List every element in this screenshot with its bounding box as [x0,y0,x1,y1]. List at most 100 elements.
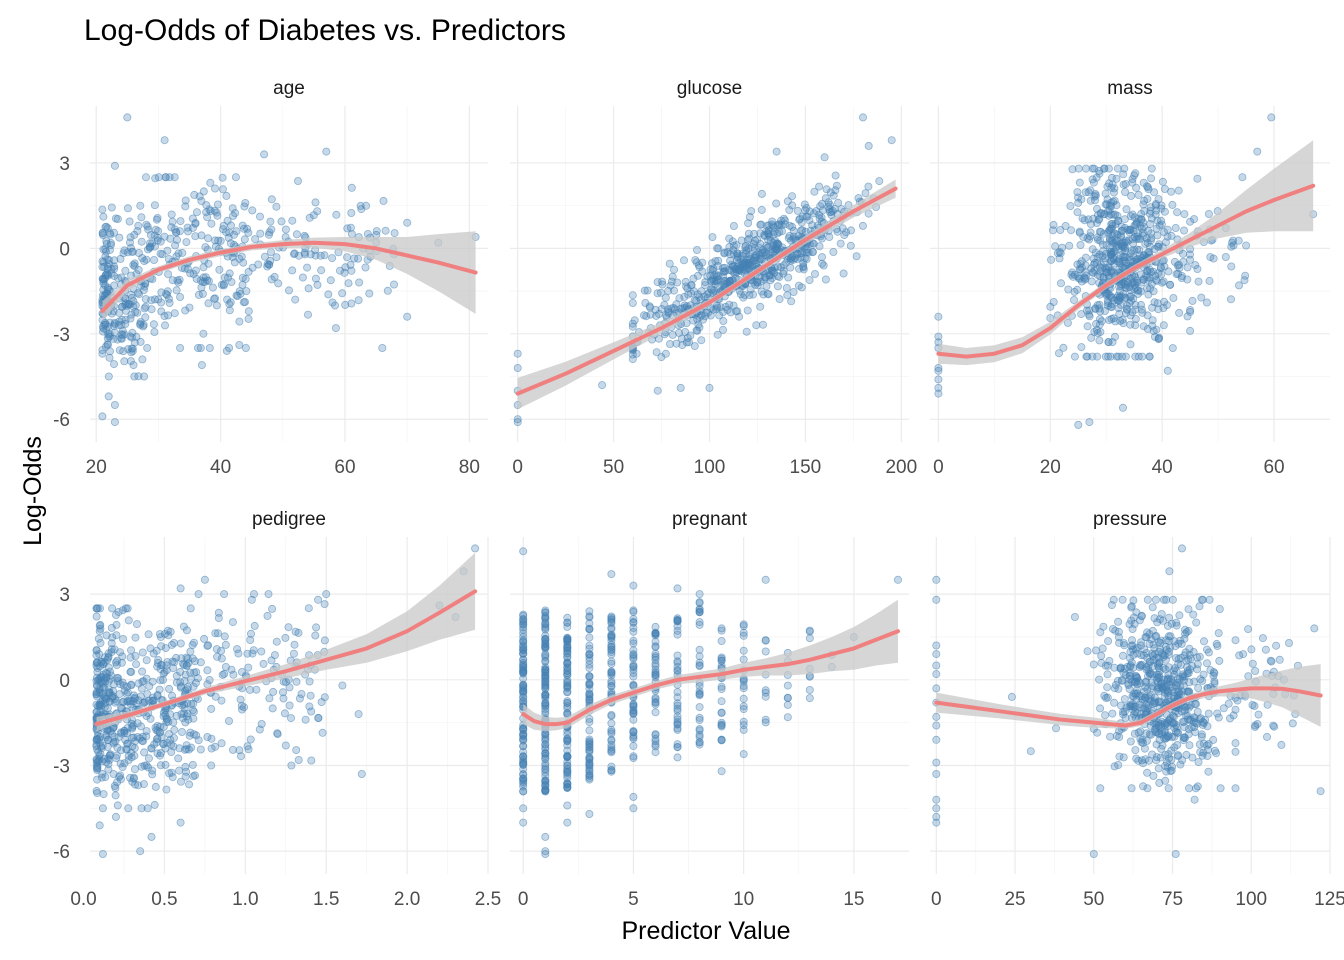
data-point [1163,225,1172,234]
data-point [1124,236,1133,245]
data-point [305,677,314,686]
data-point [753,235,762,244]
data-point [221,663,230,672]
data-point [140,372,149,381]
data-point [98,850,107,859]
data-point [169,639,178,648]
data-point [739,750,748,759]
data-point [172,286,181,295]
confidence-band [523,599,898,732]
data-point [832,181,841,190]
data-point [132,660,141,669]
data-point [1092,173,1101,182]
data-point [1160,207,1169,216]
data-point [157,307,166,316]
data-point [805,634,814,643]
data-point [134,372,143,381]
data-point [598,381,607,390]
data-point [133,288,142,297]
data-point [357,770,366,779]
data-point [123,729,132,738]
data-point [104,322,113,331]
data-point [677,334,686,343]
data-point [138,355,147,364]
data-point [1164,663,1173,672]
data-point [519,818,528,827]
data-point [695,691,704,700]
data-point [242,287,251,296]
data-point [1204,709,1213,718]
data-point [932,770,941,779]
data-point [218,185,227,194]
data-point [658,277,667,286]
data-point [729,301,738,310]
data-point [563,682,572,691]
data-point [746,285,755,294]
data-point [713,244,722,253]
data-point [268,704,277,713]
data-point [651,629,660,638]
data-point [277,217,286,226]
data-point [1214,629,1223,638]
data-point [1080,216,1089,225]
data-point [109,770,118,779]
panel-strip-label: pregnant [672,509,748,530]
data-point [1128,625,1137,634]
data-point [1154,697,1163,706]
data-point [585,810,594,819]
data-point [607,623,616,632]
data-point [152,726,161,735]
data-point [143,804,152,813]
data-point [706,265,715,274]
data-point [1077,343,1086,352]
data-point [200,634,209,643]
data-point [793,206,802,215]
data-point [131,633,140,642]
data-point [186,647,195,656]
data-point [1139,782,1148,791]
data-point [267,275,276,284]
data-point [1104,263,1113,272]
data-point [207,744,216,753]
data-point [257,647,266,656]
data-point [241,198,250,207]
data-point [235,746,244,755]
x-tick-label: 40 [210,457,231,478]
data-point [132,620,141,629]
data-point [1231,739,1240,748]
data-point [1126,737,1135,746]
data-point [112,631,121,640]
data-point [1228,238,1237,247]
data-point [217,696,226,705]
data-point [98,205,107,214]
data-point [266,248,275,257]
data-point [1229,711,1238,720]
data-point [346,223,355,232]
data-point [341,263,350,272]
data-point [1111,317,1120,326]
data-point [1188,753,1197,762]
data-point [1191,261,1200,270]
data-point [563,644,572,653]
smooth-line [936,183,1316,359]
data-point [769,267,778,276]
data-point [338,681,347,690]
data-point [289,649,298,658]
data-point [285,701,294,710]
data-point [118,698,127,707]
data-point [673,715,682,724]
data-point [144,225,153,234]
data-point [279,694,288,703]
data-point [124,345,133,354]
data-point [1091,196,1100,205]
data-point [320,636,329,645]
data-point [118,652,127,661]
data-point [1112,352,1121,361]
data-point [1131,352,1140,361]
data-point [123,113,132,122]
data-point [1150,644,1159,653]
data-point [740,291,749,300]
data-point [720,279,729,288]
data-point [99,679,108,688]
data-point [273,730,282,739]
